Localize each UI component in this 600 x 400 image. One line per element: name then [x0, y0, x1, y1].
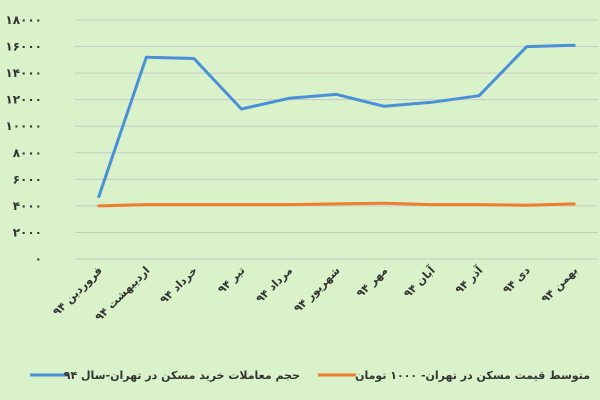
- x-tick-label: دی ۹۴: [500, 264, 533, 297]
- y-tick-label: ۸۰۰۰: [13, 146, 42, 160]
- x-tick-label: آذر ۹۴: [452, 263, 485, 296]
- y-tick-label: ۱۲۰۰۰: [5, 93, 42, 107]
- x-tick-label: آبان ۹۴: [400, 263, 437, 300]
- y-axis-ticks: ۰ ۲۰۰۰ ۴۰۰۰ ۶۰۰۰ ۸۰۰۰ ۱۰۰۰۰ ۱۲۰۰۰ ۱۴۰۰۰ ۱۶۰۰۰ ۱۸۰…: [5, 13, 42, 266]
- y-tick-label: ۱۸۰۰۰: [5, 13, 42, 27]
- y-tick-label: ۱۶۰۰۰: [5, 40, 42, 54]
- legend: حجم معاملات خرید مسکن در تهران-سال ۹۴ متو…: [30, 369, 590, 382]
- series-layer: [97, 43, 576, 208]
- y-tick-label: ۶۰۰۰: [13, 172, 42, 186]
- x-tick-label: خرداد ۹۴: [157, 264, 200, 307]
- y-tick-label: ۱۴۰۰۰: [5, 66, 42, 80]
- x-tick-label: مرداد ۹۴: [253, 264, 295, 306]
- x-tick-label: تیر ۹۴: [215, 264, 247, 296]
- y-tick-label: ۰: [35, 252, 42, 266]
- series-line-1: [97, 43, 576, 199]
- x-tick-label: مهر ۹۴: [354, 264, 390, 300]
- legend-label-1: حجم معاملات خرید مسکن در تهران-سال ۹۴: [64, 369, 300, 382]
- y-tick-label: ۲۰۰۰: [13, 225, 42, 239]
- x-tick-label: بهمن ۹۴: [539, 264, 581, 306]
- y-tick-label: ۴۰۰۰: [13, 199, 42, 213]
- y-tick-label: ۱۰۰۰۰: [5, 119, 42, 133]
- series-line-2: [97, 201, 576, 208]
- legend-label-2: متوسط قیمت مسکن در تهران- ۱۰۰۰ تومان: [355, 369, 590, 382]
- x-tick-label: شهریور ۹۴: [291, 264, 342, 315]
